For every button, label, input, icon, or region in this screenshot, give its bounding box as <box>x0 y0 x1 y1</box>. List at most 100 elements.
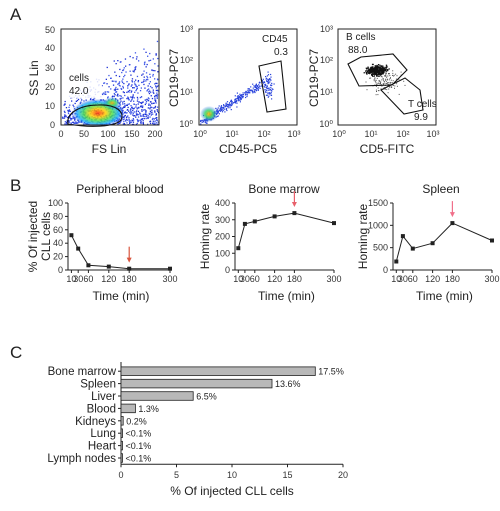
y-axis-title: CLL cells <box>39 212 53 261</box>
event-dot <box>378 69 381 71</box>
event-dot <box>392 74 393 76</box>
event-dot <box>133 100 135 102</box>
event-dot <box>138 114 140 116</box>
event-dot <box>248 88 250 90</box>
event-dot <box>124 74 126 76</box>
x-tick-label: 10 <box>233 274 243 284</box>
event-dot <box>155 82 157 84</box>
event-dot <box>386 79 388 81</box>
event-dot <box>270 87 272 89</box>
event-dot <box>67 112 70 115</box>
event-dot <box>374 73 376 75</box>
event-dot <box>127 103 129 105</box>
event-dot <box>154 99 156 101</box>
event-dot <box>143 76 145 78</box>
series-line <box>395 222 493 262</box>
event-dot <box>366 89 368 91</box>
event-dot <box>256 86 259 88</box>
event-dot <box>205 122 207 124</box>
event-dot <box>138 84 140 86</box>
event-dot <box>273 83 275 85</box>
event-dot <box>219 110 221 112</box>
event-dot <box>267 81 269 83</box>
event-dot <box>216 109 218 111</box>
event-dot <box>129 112 131 114</box>
event-dot <box>143 83 145 86</box>
x-tick-label: 60 <box>83 274 93 284</box>
event-dot <box>122 97 124 99</box>
event-dot <box>383 88 385 90</box>
event-dot <box>156 92 158 94</box>
event-dot <box>106 83 108 85</box>
event-dot <box>200 119 202 122</box>
event-dot <box>230 109 232 111</box>
event-dot <box>144 99 146 101</box>
event-dot <box>377 65 379 67</box>
event-dot <box>146 114 148 116</box>
event-dot <box>270 84 272 86</box>
event-dot <box>128 64 131 66</box>
event-dot <box>380 70 382 72</box>
event-dot <box>129 55 131 58</box>
event-dot <box>129 89 131 92</box>
event-dot <box>149 108 151 110</box>
event-dot <box>113 89 116 91</box>
event-dot <box>146 77 149 79</box>
event-dot <box>388 84 390 85</box>
event-dot <box>133 107 135 109</box>
event-dot <box>131 90 133 92</box>
event-dot <box>225 108 228 110</box>
panel-letter-a: A <box>10 5 22 24</box>
gate-label-t-cells: T cells <box>408 99 437 110</box>
event-dot <box>137 120 139 123</box>
event-dot <box>149 73 151 75</box>
event-dot <box>142 105 144 107</box>
category-label: Lymph nodes <box>47 453 116 465</box>
event-dot <box>136 96 139 99</box>
panel-letter-b: B <box>10 176 21 195</box>
event-dot <box>135 89 137 92</box>
data-point <box>242 221 247 226</box>
event-dot <box>385 88 386 90</box>
event-dot <box>119 85 121 87</box>
event-dot <box>130 100 132 102</box>
event-dot <box>149 76 151 78</box>
event-dot <box>64 114 66 116</box>
event-dot <box>251 91 253 93</box>
y-tick-label: 100 <box>48 198 63 208</box>
y-tick-label: 200 <box>215 232 230 242</box>
event-dot <box>140 87 142 89</box>
event-dot <box>74 102 76 105</box>
event-dot <box>104 91 106 93</box>
event-dot <box>229 105 231 107</box>
event-dot <box>393 74 395 76</box>
event-dot <box>146 63 148 66</box>
event-dot <box>151 111 153 113</box>
event-dot <box>378 80 380 81</box>
event-dot <box>382 84 384 85</box>
event-dot <box>68 106 70 108</box>
event-dot <box>150 114 152 116</box>
event-dot <box>367 69 370 72</box>
event-dot <box>147 117 149 119</box>
x-tick-label: 300 <box>162 274 177 284</box>
event-dot <box>389 78 391 79</box>
density-hotspot <box>200 106 218 122</box>
event-dot <box>132 70 134 72</box>
event-dot <box>108 86 110 88</box>
event-dot <box>139 90 142 92</box>
event-dot <box>147 79 149 81</box>
event-dot <box>122 123 124 125</box>
x-tick-label: 0 <box>118 470 123 480</box>
event-dot <box>266 75 268 77</box>
event-dot <box>107 91 110 93</box>
event-dot <box>111 96 113 98</box>
event-dot <box>377 87 379 89</box>
event-dot <box>69 104 71 106</box>
event-dot <box>270 79 272 81</box>
event-dot <box>140 105 142 107</box>
event-dot <box>117 123 119 125</box>
event-dot <box>135 84 137 86</box>
event-dot <box>132 109 134 112</box>
event-dot <box>226 109 228 112</box>
